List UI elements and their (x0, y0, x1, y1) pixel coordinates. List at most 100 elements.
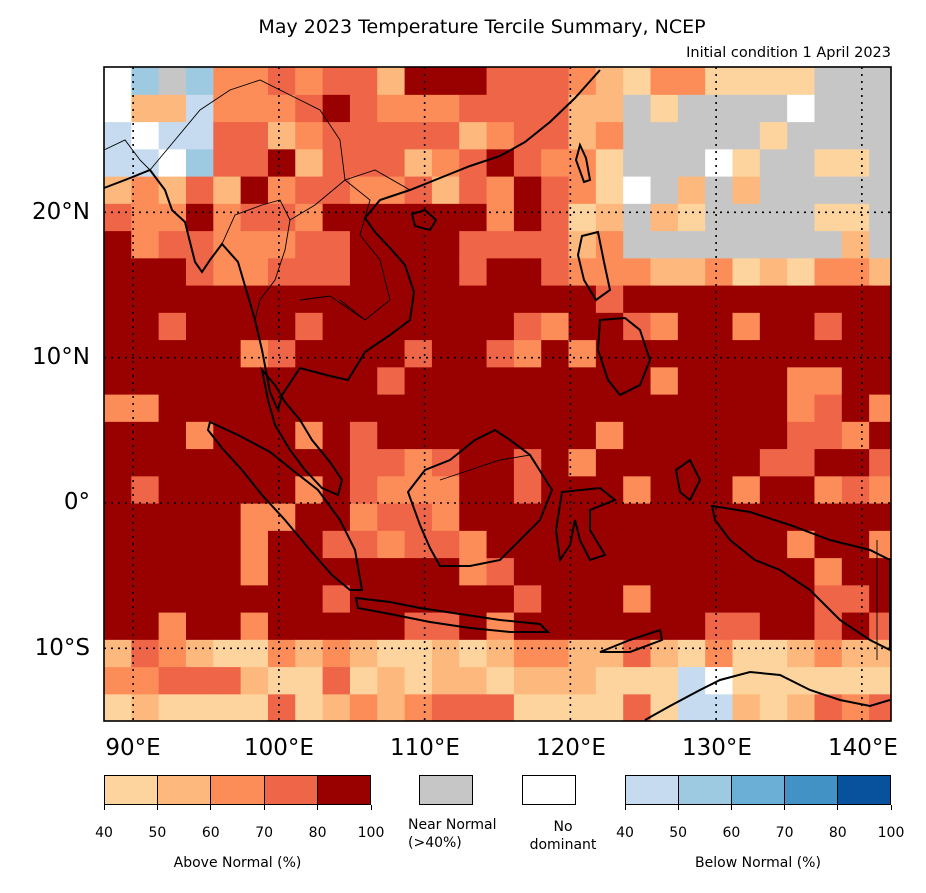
forecast-cell (869, 530, 892, 559)
forecast-cell (213, 666, 242, 695)
forecast-cell (705, 557, 734, 586)
forecast-cell (349, 366, 378, 395)
forecast-cell (459, 257, 488, 286)
forecast-cell (705, 421, 734, 450)
forecast-cell (732, 448, 761, 477)
forecast-cell (595, 148, 624, 177)
forecast-cell (349, 148, 378, 177)
forecast-cell (131, 666, 160, 695)
forecast-cell (650, 203, 679, 232)
forecast-cell (131, 448, 160, 477)
forecast-cell (541, 612, 570, 640)
forecast-cell (486, 612, 515, 640)
forecast-cell (295, 257, 324, 286)
forecast-cell (131, 503, 160, 531)
forecast-cell (814, 67, 843, 95)
forecast-cell (295, 230, 324, 259)
forecast-cell (213, 230, 242, 259)
below-normal-tick-label: 60 (722, 825, 741, 841)
forecast-cell (240, 394, 269, 422)
forecast-cell (295, 148, 324, 177)
forecast-cell (677, 121, 706, 150)
forecast-cell (431, 176, 460, 204)
forecast-cell (185, 394, 214, 422)
above-normal-segment (263, 776, 317, 804)
forecast-cell (185, 285, 214, 313)
forecast-cell (869, 475, 892, 504)
forecast-cell (104, 666, 132, 695)
forecast-cell (377, 693, 406, 722)
forecast-cell (513, 557, 542, 586)
forecast-cell (104, 557, 132, 586)
coastline-australia (644, 670, 891, 721)
forecast-cell (322, 584, 351, 613)
forecast-cell (869, 257, 892, 286)
forecast-cell (431, 94, 460, 123)
forecast-cell (459, 339, 488, 368)
forecast-cell (431, 203, 460, 232)
lon-label-90e: 90°E (105, 735, 161, 761)
above-normal-segment (316, 776, 371, 804)
forecast-cell (513, 94, 542, 123)
border-china (149, 79, 411, 191)
forecast-cell (869, 448, 892, 477)
forecast-cell (677, 312, 706, 341)
forecast-cell (322, 285, 351, 313)
forecast-cell (705, 530, 734, 559)
forecast-cell (650, 148, 679, 177)
forecast-cell (513, 693, 542, 722)
forecast-cell (185, 148, 214, 177)
label-no-dominant: No dominant (529, 819, 597, 853)
forecast-cell (459, 285, 488, 313)
forecast-cell (541, 339, 570, 368)
forecast-cell (104, 148, 132, 177)
forecast-cell (568, 339, 597, 368)
forecast-cell (377, 475, 406, 504)
forecast-cell (377, 394, 406, 422)
forecast-cell (869, 584, 892, 613)
below-normal-tick-label: 80 (828, 825, 847, 841)
forecast-cell (541, 176, 570, 204)
forecast-cell (431, 285, 460, 313)
forecast-cell (213, 257, 242, 286)
forecast-cell (841, 285, 870, 313)
forecast-cell (841, 67, 870, 95)
forecast-cell (349, 612, 378, 640)
forecast-cell (623, 448, 652, 477)
forecast-cell (787, 67, 816, 95)
forecast-cell (486, 666, 515, 695)
forecast-cell (377, 530, 406, 559)
forecast-cell (158, 639, 187, 668)
forecast-cell (705, 639, 734, 668)
forecast-cell (213, 503, 242, 531)
forecast-cell (486, 394, 515, 422)
forecast-cell (240, 285, 269, 313)
forecast-cell (814, 230, 843, 259)
forecast-cell (104, 530, 132, 559)
forecast-cell (869, 203, 892, 232)
label-near-normal: Near Normal (>40%) (408, 817, 497, 851)
forecast-cell (459, 230, 488, 259)
forecast-cell (787, 475, 816, 504)
forecast-cell (732, 394, 761, 422)
forecast-cell (486, 312, 515, 341)
forecast-cell (131, 312, 160, 341)
forecast-cell (158, 557, 187, 586)
forecast-cell (841, 503, 870, 531)
forecast-cell (267, 257, 296, 286)
forecast-cell (513, 203, 542, 232)
forecast-cell (623, 230, 652, 259)
forecast-cell (705, 176, 734, 204)
forecast-cell (759, 475, 788, 504)
forecast-cell (131, 394, 160, 422)
forecast-cell (759, 67, 788, 95)
forecast-cell (295, 203, 324, 232)
forecast-cell (267, 203, 296, 232)
forecast-cell (158, 94, 187, 123)
forecast-cell (185, 612, 214, 640)
forecast-cell (732, 366, 761, 395)
forecast-cell (732, 67, 761, 95)
forecast-cell (431, 584, 460, 613)
forecast-cell (240, 448, 269, 477)
forecast-cell (459, 67, 488, 95)
